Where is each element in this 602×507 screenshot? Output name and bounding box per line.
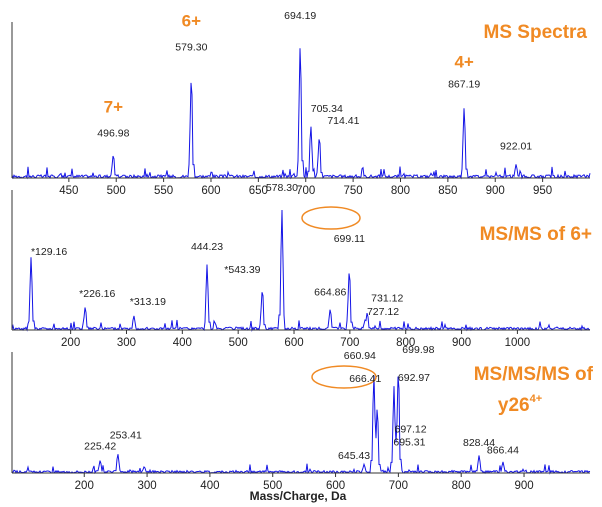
peak-label: 714.41: [327, 115, 359, 127]
x-tick-label: 500: [107, 185, 126, 197]
x-tick-label: 700: [340, 337, 359, 349]
peak-label: 225.42: [84, 440, 116, 452]
x-tick-label: 900: [514, 480, 533, 492]
peak-label: 867.19: [448, 79, 480, 91]
x-tick-label: 650: [249, 185, 268, 197]
peak-label: *226.16: [79, 288, 115, 300]
spectrum-trace: [11, 375, 591, 475]
peak-label: *543.39: [224, 264, 260, 276]
panel-title: MS/MS/MS of: [474, 364, 594, 385]
peak-label: 444.23: [191, 241, 223, 253]
panel-title: MS Spectra: [484, 22, 588, 43]
x-axis-ticks: 200 300 400 500 600 700 800 900 1000: [61, 330, 530, 349]
x-tick-label: 600: [326, 480, 345, 492]
peak-label: 828.44: [463, 437, 495, 449]
peak-label: 664.86: [314, 287, 346, 299]
peak-label: *313.19: [130, 296, 166, 308]
peak-label: *129.16: [31, 246, 67, 258]
peak-labels: *129.16 *226.16 *313.19 444.23*543.39 578.30…: [31, 182, 403, 318]
peak-label: 694.19: [284, 10, 316, 22]
peak-label: 666.41: [349, 373, 381, 385]
x-tick-label: 600: [201, 185, 220, 197]
x-tick-label: 750: [344, 185, 363, 197]
panel-title-line2: y264+: [498, 393, 542, 416]
x-tick-label: 500: [229, 337, 248, 349]
x-tick-label: 900: [452, 337, 471, 349]
x-tick-label: 450: [59, 185, 78, 197]
x-tick-label: 400: [200, 480, 219, 492]
ms-spectrum-panel: 450 500 550 600 650 700 750 800 850 900 950 496.98…: [11, 10, 591, 197]
peak-label: 496.98: [97, 127, 129, 139]
charge-state-label: 7+: [104, 97, 123, 116]
x-tick-label: 800: [391, 185, 410, 197]
x-axis-ticks: 200 300 400 500 600 700 800 900: [75, 473, 534, 492]
panel-title: MS/MS of 6+: [480, 224, 592, 245]
spectrum-trace: [11, 209, 591, 332]
peak-label: 922.01: [500, 141, 532, 153]
peak-label: 727.12: [367, 306, 399, 318]
charge-state-labels: 7+6+5+4+: [104, 11, 474, 116]
spectrum-trace: [11, 48, 591, 180]
peak-label: 866.44: [487, 445, 519, 457]
x-tick-label: 600: [284, 337, 303, 349]
x-tick-label: 800: [452, 480, 471, 492]
peak-label: 578.30: [266, 182, 298, 194]
x-tick-label: 850: [438, 185, 457, 197]
highlight-ellipse: [301, 206, 361, 230]
msms-panel: 200 300 400 500 600 700 800 900 1000 *129.16 *226…: [11, 182, 592, 349]
peak-label: 699.98: [402, 344, 434, 356]
peak-label: 645.43: [338, 450, 370, 462]
highlight-ellipse: [311, 365, 377, 389]
peak-label: 705.34: [311, 103, 343, 115]
charge-state-label: 4+: [454, 53, 473, 72]
x-tick-label: 700: [296, 185, 315, 197]
charge-state-label: 6+: [182, 11, 201, 30]
x-tick-label: 950: [533, 185, 552, 197]
peak-label: 699.11: [334, 233, 365, 245]
x-tick-label: 200: [75, 480, 94, 492]
x-axis-label: Mass/Charge, Da: [250, 489, 347, 503]
x-tick-label: 400: [173, 337, 192, 349]
x-tick-label: 1000: [505, 337, 531, 349]
x-tick-label: 800: [396, 337, 415, 349]
peak-label: 579.30: [175, 41, 207, 53]
x-tick-label: 300: [137, 480, 156, 492]
x-tick-label: 500: [263, 480, 282, 492]
x-tick-label: 200: [61, 337, 80, 349]
x-tick-label: 900: [486, 185, 505, 197]
x-tick-label: 700: [389, 480, 408, 492]
x-tick-label: 550: [154, 185, 173, 197]
peak-label: 731.12: [371, 292, 403, 304]
peak-label: 697.12: [395, 423, 427, 435]
x-tick-label: 300: [117, 337, 136, 349]
x-axis-ticks: 450 500 550 600 650 700 750 800 850 900 950: [59, 178, 552, 197]
peak-label: 695.31: [393, 436, 425, 448]
peak-label: 660.94: [344, 350, 376, 362]
peak-label: 692.97: [398, 372, 430, 384]
peak-label: 253.41: [110, 430, 142, 442]
